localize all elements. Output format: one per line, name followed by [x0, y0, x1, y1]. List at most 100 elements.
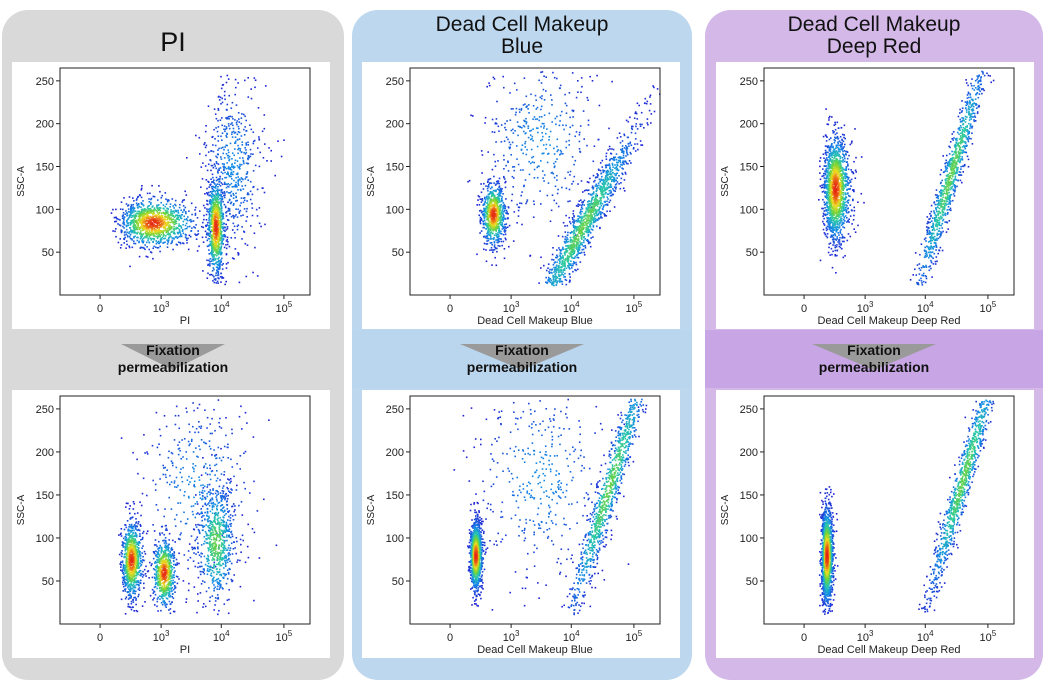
data-point — [590, 217, 593, 220]
data-point — [507, 161, 509, 164]
data-point — [479, 221, 481, 223]
data-point — [130, 220, 132, 222]
data-point — [590, 216, 593, 218]
data-point — [552, 259, 555, 261]
data-point — [238, 121, 241, 123]
data-point — [247, 77, 249, 79]
data-point — [160, 215, 163, 217]
data-point — [627, 162, 629, 165]
data-point — [566, 241, 568, 243]
data-point — [568, 268, 571, 270]
data-point — [488, 222, 491, 224]
data-point — [603, 200, 606, 203]
data-point — [586, 144, 588, 147]
data-point — [171, 210, 174, 213]
data-point — [556, 179, 558, 181]
data-point — [209, 159, 212, 162]
data-point — [488, 234, 491, 237]
data-point — [558, 271, 560, 273]
data-point — [158, 208, 161, 211]
data-point — [559, 252, 562, 254]
data-point — [180, 214, 183, 216]
data-point — [220, 75, 222, 78]
data-point — [215, 117, 218, 120]
data-point — [151, 237, 154, 240]
data-point — [233, 132, 236, 134]
data-point — [599, 197, 601, 199]
data-point — [237, 112, 240, 114]
data-point — [133, 209, 135, 211]
data-point — [498, 228, 501, 231]
data-point — [174, 203, 176, 206]
data-point — [531, 156, 533, 159]
data-point — [488, 224, 490, 226]
data-point — [582, 219, 585, 222]
data-point — [242, 178, 244, 181]
data-point — [253, 232, 256, 234]
data-point — [586, 227, 589, 230]
data-point — [175, 243, 178, 246]
data-point — [247, 96, 250, 98]
data-point — [572, 263, 574, 265]
data-point — [484, 223, 487, 226]
data-point — [184, 190, 186, 193]
data-point — [135, 225, 137, 228]
data-point — [159, 216, 162, 218]
data-point — [129, 227, 132, 229]
data-point — [546, 161, 549, 164]
data-point — [486, 243, 489, 245]
data-point — [241, 185, 243, 187]
data-point — [172, 218, 175, 221]
data-point — [577, 252, 579, 255]
data-point — [481, 172, 483, 174]
data-point — [564, 93, 566, 96]
data-point — [560, 256, 563, 259]
data-point — [556, 269, 558, 272]
data-point — [649, 103, 652, 105]
data-point — [130, 214, 132, 216]
data-point — [499, 220, 502, 223]
data-point — [213, 128, 215, 131]
data-point — [610, 153, 613, 155]
data-point — [126, 235, 129, 237]
data-point — [205, 219, 208, 221]
data-point — [163, 207, 165, 210]
data-point — [509, 119, 512, 121]
data-point — [485, 209, 487, 212]
data-point — [557, 188, 559, 191]
data-point — [153, 227, 156, 230]
data-point — [226, 117, 229, 120]
data-point — [498, 191, 501, 194]
data-point — [172, 222, 174, 224]
data-point — [580, 230, 582, 233]
data-point — [140, 187, 143, 190]
data-point — [495, 190, 497, 193]
data-point — [601, 187, 603, 190]
data-point — [625, 155, 627, 157]
data-point — [592, 211, 594, 213]
data-point — [143, 208, 146, 211]
data-point — [206, 192, 209, 195]
data-point — [578, 133, 581, 136]
data-point — [196, 217, 199, 219]
data-point — [225, 247, 228, 250]
data-point — [234, 78, 237, 81]
data-point — [529, 134, 532, 136]
data-point — [484, 211, 486, 213]
data-point — [551, 194, 554, 196]
data-point — [128, 232, 130, 234]
data-point — [209, 274, 211, 276]
data-point — [576, 233, 579, 236]
data-point — [577, 226, 579, 228]
data-point — [217, 126, 220, 128]
data-point — [583, 251, 585, 254]
data-point — [625, 149, 628, 152]
data-point — [601, 179, 603, 181]
data-point — [207, 224, 210, 227]
data-point — [231, 158, 233, 160]
data-point — [601, 175, 603, 178]
data-point — [498, 185, 501, 187]
data-point — [156, 247, 159, 249]
data-point — [128, 236, 131, 238]
data-point — [582, 248, 585, 251]
